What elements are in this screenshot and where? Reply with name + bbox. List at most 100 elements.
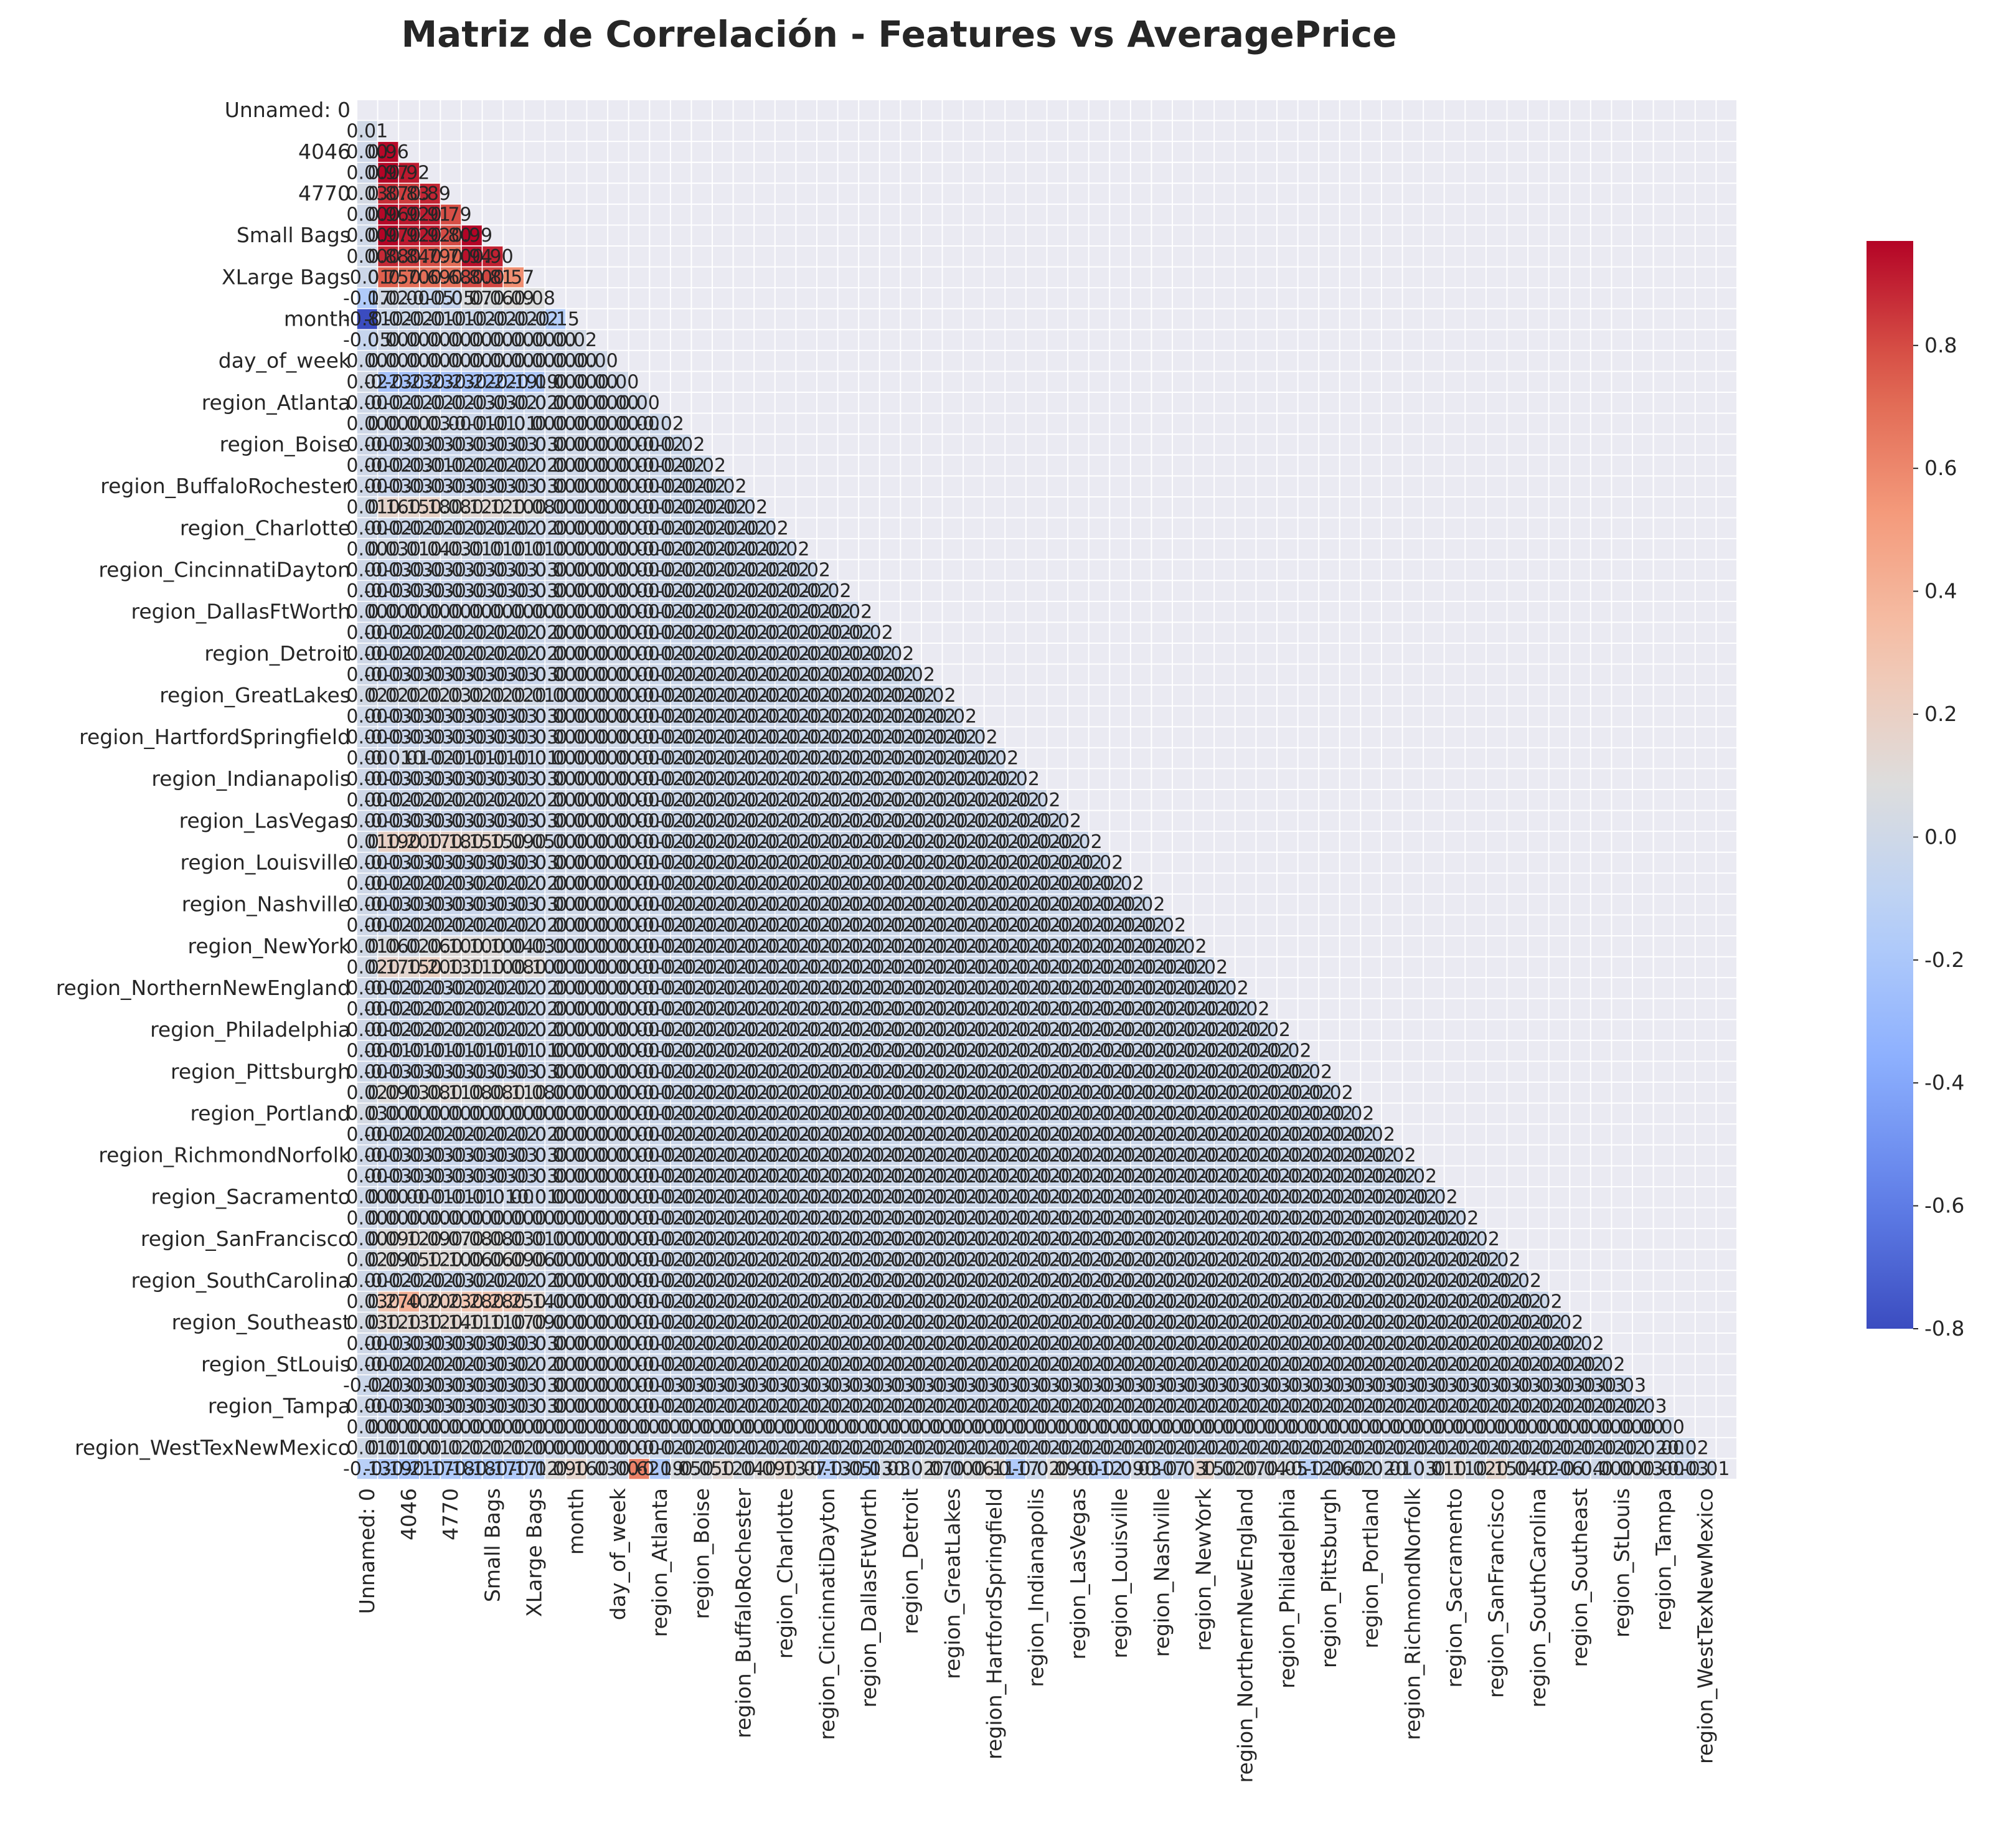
heatmap-cell [481, 266, 504, 288]
heatmap-cell [398, 161, 420, 184]
cell-value-label: -0.02 [991, 768, 1040, 790]
y-tick-label: region_Philadelphia [150, 1017, 351, 1042]
heatmap-cell [544, 350, 567, 372]
x-tick-label: region_HartfordSpringfield [982, 1488, 1007, 1760]
heatmap-cell [398, 182, 420, 205]
x-tick-label: month [564, 1488, 588, 1555]
x-tick-label: region_Sacramento [1443, 1488, 1467, 1687]
y-tick-label: region_WestTexNewMexico [75, 1436, 351, 1460]
x-tick-label: region_Nashville [1149, 1488, 1174, 1657]
heatmap-cell [398, 329, 420, 351]
x-tick-label: region_BuffaloRochester [731, 1488, 755, 1738]
y-tick-label: region_NorthernNewEngland [56, 976, 351, 1000]
cell-value-label: -0.02 [803, 580, 852, 602]
heatmap-cell [565, 350, 588, 372]
x-tick-label: region_StLouis [1609, 1488, 1634, 1638]
x-tick-label: Unnamed: 0 [355, 1488, 379, 1614]
x-tick-label: day_of_week [606, 1487, 630, 1620]
colorbar-tick-label: 0.2 [1924, 702, 1957, 726]
heatmap-cell [461, 370, 483, 393]
cell-value-label: 0.89 [409, 183, 451, 205]
heatmap-cell [356, 350, 379, 372]
heatmap-cell [523, 329, 546, 351]
heatmap-cell [461, 308, 483, 331]
heatmap-cell [544, 329, 567, 351]
heatmap-cell [461, 287, 483, 309]
heatmap-cell [419, 224, 441, 247]
cell-value-label: -0.02 [1200, 978, 1249, 999]
y-tick-label: region_SanFrancisco [141, 1227, 351, 1251]
heatmap-cell [377, 350, 399, 372]
cell-value-label: -0.02 [761, 539, 810, 560]
heatmap-cell [461, 329, 483, 351]
cell-value-label: -0.02 [1410, 1187, 1458, 1209]
cell-value-label: -0.02 [845, 622, 893, 644]
cell-value-label: -0.02 [887, 664, 935, 686]
cell-value-label: -0.03 [1598, 1375, 1646, 1397]
cell-value-label: -0.02 [740, 517, 789, 539]
cell-value-label: -0.03 [1619, 1395, 1667, 1417]
heatmap-cell [419, 308, 441, 331]
cell-value-label: -0.02 [1660, 1438, 1709, 1459]
cell-value-label: -0.02 [1305, 1082, 1354, 1104]
heatmap-cell [440, 287, 462, 309]
cell-value-label: -0.02 [1222, 999, 1270, 1021]
x-tick-label: region_Southeast [1568, 1488, 1592, 1667]
heatmap-cell [461, 224, 483, 247]
cell-value-label: -0.02 [1263, 1040, 1312, 1062]
x-tick-label: region_NewYork [1191, 1487, 1215, 1651]
cell-value-label: 0.92 [388, 163, 430, 184]
x-tick-label: region_LasVegas [1066, 1488, 1090, 1659]
cell-value-label: -0.02 [1033, 810, 1081, 832]
x-tick-label: Small Bags [480, 1488, 504, 1602]
y-tick-label: region_LasVegas [179, 808, 351, 832]
cell-value-label: 0.57 [493, 266, 535, 288]
cell-value-label: -0.02 [971, 748, 1019, 770]
x-tick-label: region_GreatLakes [940, 1488, 964, 1679]
cell-value-label: 0.79 [430, 204, 472, 226]
cell-value-label: -0.02 [1451, 1228, 1500, 1250]
y-tick-label: region_Pittsburgh [171, 1059, 351, 1083]
heatmap-cell [523, 370, 546, 393]
heatmap-cell [523, 350, 546, 372]
colorbar-tick-label: -0.6 [1924, 1194, 1964, 1218]
x-tick-label: XLarge Bags [522, 1488, 547, 1617]
cell-value-label: -0.02 [1431, 1207, 1479, 1229]
y-tick-label: XLarge Bags [222, 265, 351, 289]
y-tick-label: region_HartfordSpringfield [79, 725, 351, 749]
heatmap-cell [419, 370, 441, 393]
x-tick-label: region_Pittsburgh [1317, 1488, 1341, 1668]
x-tick-label: region_SanFrancisco [1484, 1488, 1509, 1698]
heatmap-cell [356, 182, 379, 205]
cell-value-label: -0.02 [949, 727, 998, 748]
colorbar-gradient [1867, 241, 1913, 1329]
heatmap-cell [481, 370, 504, 393]
heatmap-cell [419, 329, 441, 351]
cell-value-label: 0.00 [597, 371, 639, 393]
cell-value-label: -0.02 [1514, 1291, 1563, 1313]
heatmap-cell [398, 308, 420, 331]
cell-value-label: -0.02 [824, 601, 873, 623]
heatmap-cell [356, 308, 379, 331]
cell-value-label: -0.02 [1493, 1270, 1542, 1292]
heatmap-cell [356, 266, 379, 288]
cell-value-label: -0.02 [1180, 956, 1228, 978]
heatmap-cell [586, 350, 608, 372]
chart-title: Matriz de Correlación - Features vs Aver… [401, 13, 1396, 55]
x-tick-label: region_Charlotte [773, 1488, 798, 1659]
cell-value-label: 0.08 [514, 288, 555, 309]
cell-value-label: -0.01 [1682, 1458, 1730, 1480]
x-tick-label: region_RichmondNorfolk [1400, 1487, 1424, 1740]
cell-value-label: -0.02 [1368, 1145, 1416, 1167]
cell-value-label: -0.02 [720, 497, 768, 519]
heatmap-cell [502, 370, 525, 393]
cell-value-label: -0.02 [1096, 873, 1144, 895]
heatmap-cell [419, 266, 441, 288]
x-tick-label: region_SouthCarolina [1526, 1488, 1550, 1708]
y-tick-label: region_Indianapolis [151, 766, 351, 791]
y-tick-label: region_Nashville [182, 892, 351, 917]
colorbar-tick-label: 0.6 [1924, 456, 1957, 480]
heatmap-cell [607, 370, 629, 393]
y-tick-label: Small Bags [237, 223, 351, 247]
cell-value-label: 0.00 [1643, 1417, 1685, 1438]
